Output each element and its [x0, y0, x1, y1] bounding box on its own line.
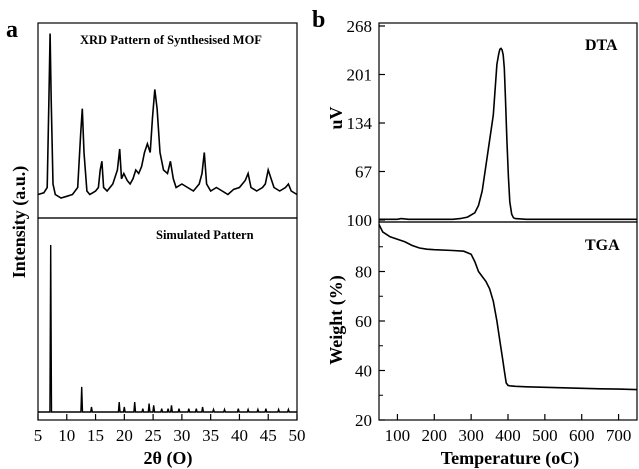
y-tick-label: 268 [347, 17, 373, 36]
x-tick-label: 35 [202, 426, 219, 445]
panel-label-a: a [6, 17, 18, 43]
temperature-axis-label: Temperature (oC) [441, 448, 579, 469]
x-tick-label: 25 [145, 426, 162, 445]
panel-label-b: b [312, 7, 325, 33]
x-tick-label: 15 [87, 426, 104, 445]
tga-curve-line [378, 224, 638, 391]
x-tick-label: 300 [458, 426, 484, 445]
tga-title: TGA [585, 237, 620, 254]
weight-axis-label: Weight (%) [326, 275, 347, 365]
dta-y-axis: 100 67 134 201 268 [347, 17, 385, 230]
xrd-pattern-line [37, 33, 298, 199]
x-tick-label: 45 [260, 426, 277, 445]
tga-x-axis: 100 200 300 400 500 600 700 [385, 414, 632, 445]
two-theta-axis-label: 2θ (O) [144, 448, 193, 469]
dta-curve-line [379, 47, 637, 221]
x-tick-label: 40 [231, 426, 248, 445]
x-tick-label: 10 [58, 426, 75, 445]
panel-a-x-axis: 5 10 15 20 25 30 35 40 45 50 [34, 414, 306, 445]
x-tick-label: 30 [173, 426, 190, 445]
intensity-axis-label: Intensity (a.u.) [9, 166, 30, 279]
y-tick-label: 100 [347, 211, 373, 230]
xrd-pattern-title: XRD Pattern of Synthesised MOF [80, 33, 262, 47]
x-tick-label: 500 [532, 426, 558, 445]
uv-axis-label: uV [326, 106, 346, 129]
x-tick-label: 20 [116, 426, 133, 445]
y-tick-label: 40 [355, 362, 372, 381]
simulated-peak-line [38, 244, 297, 413]
y-tick-label: 201 [347, 66, 373, 85]
simulated-plot-frame [37, 217, 298, 421]
y-tick-label: 20 [355, 411, 372, 430]
x-tick-label: 400 [495, 426, 521, 445]
x-tick-label: 600 [569, 426, 595, 445]
x-tick-label: 5 [34, 426, 43, 445]
simulated-pattern-peaks [38, 244, 297, 413]
x-tick-label: 50 [289, 426, 306, 445]
dta-title: DTA [585, 37, 618, 54]
y-tick-label: 80 [355, 263, 372, 282]
y-tick-label: 60 [355, 312, 372, 331]
y-tick-label: 134 [347, 114, 373, 133]
simulated-pattern-title: Simulated Pattern [156, 228, 254, 242]
x-tick-label: 200 [422, 426, 448, 445]
tga-y-axis: 20 40 60 80 [355, 246, 385, 430]
y-tick-label: 67 [355, 163, 373, 182]
x-tick-label: 100 [385, 426, 411, 445]
x-tick-label: 700 [606, 426, 632, 445]
